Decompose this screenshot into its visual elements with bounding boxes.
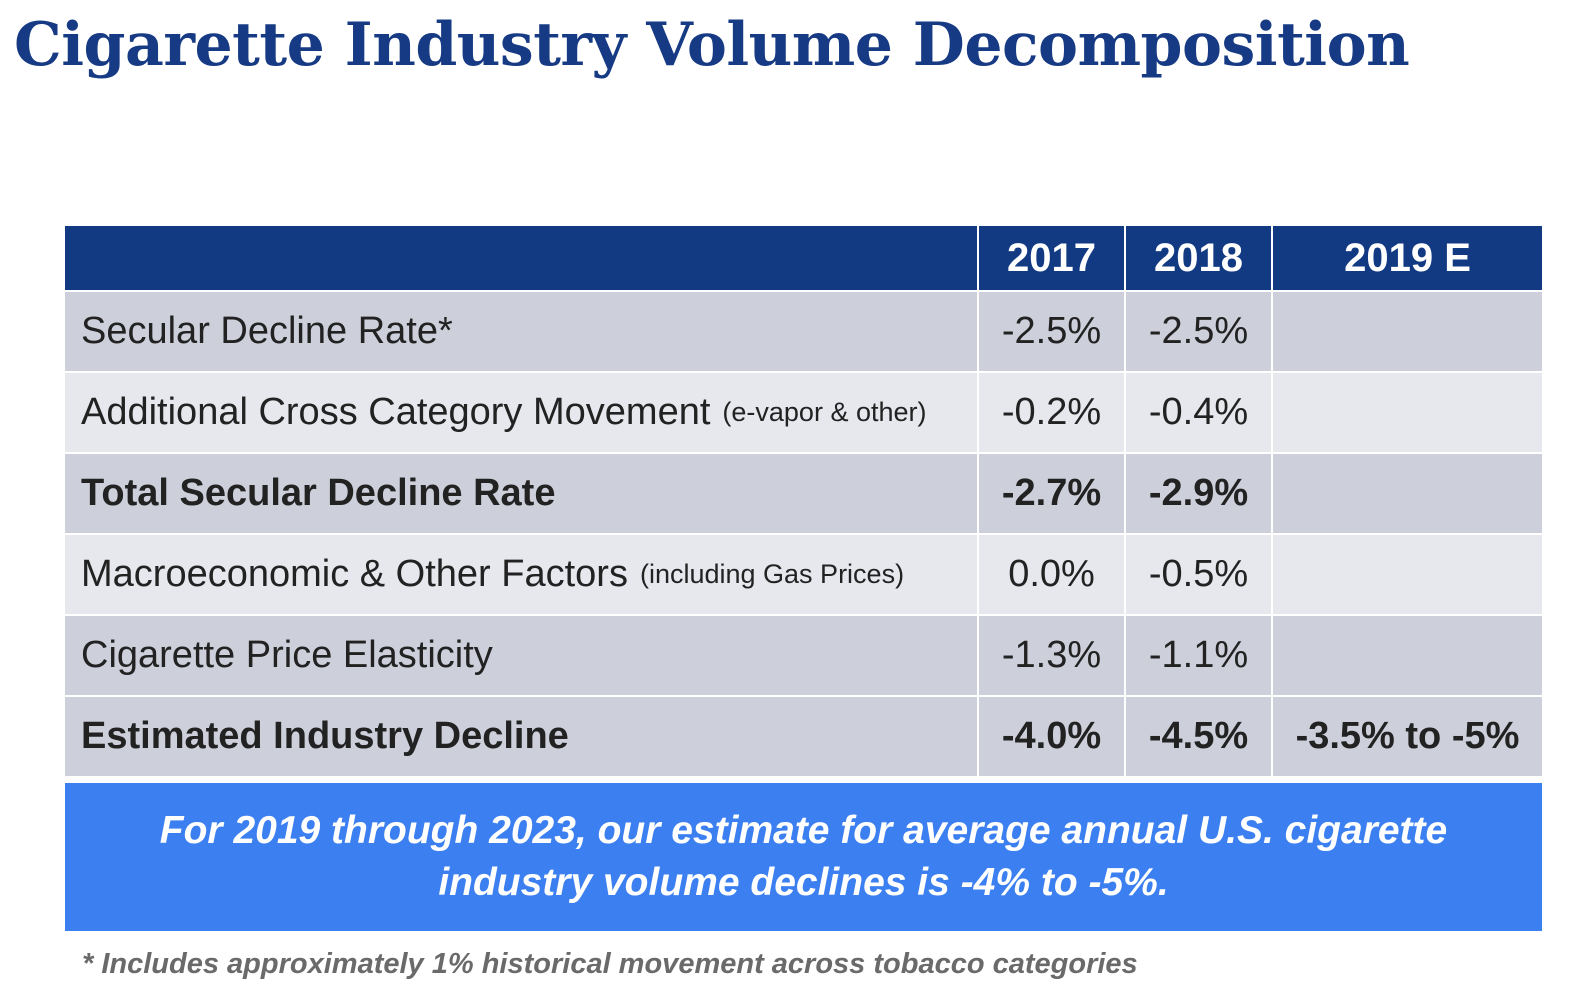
- value-cell-2019e: [1273, 454, 1542, 533]
- header-cell-2017: 2017: [979, 226, 1124, 290]
- table-row: Additional Cross Category Movement (e-va…: [65, 373, 1542, 454]
- table-row: Cigarette Price Elasticity -1.3% -1.1%: [65, 616, 1542, 697]
- value-cell-2018: -2.5%: [1126, 292, 1271, 371]
- header-cell-label: [65, 226, 977, 290]
- table-row: Secular Decline Rate* -2.5% -2.5%: [65, 292, 1542, 373]
- value-cell-2018: -0.4%: [1126, 373, 1271, 452]
- value-cell-2018: -4.5%: [1126, 697, 1271, 776]
- header-cell-2018: 2018: [1126, 226, 1271, 290]
- page-title: Cigarette Industry Volume Decomposition: [14, 10, 1410, 80]
- table-header-row: 2017 2018 2019 E: [65, 226, 1542, 292]
- value-cell-2017: -2.7%: [979, 454, 1124, 533]
- row-label: Macroeconomic & Other Factors (including…: [65, 535, 977, 614]
- table-row-subtotal: Total Secular Decline Rate -2.7% -2.9%: [65, 454, 1542, 535]
- value-cell-2017: -4.0%: [979, 697, 1124, 776]
- row-label-text: Estimated Industry Decline: [81, 715, 569, 757]
- row-label: Estimated Industry Decline: [65, 697, 977, 776]
- value-cell-2018: -0.5%: [1126, 535, 1271, 614]
- footnote: * Includes approximately 1% historical m…: [82, 948, 1138, 980]
- row-label-note: (including Gas Prices): [639, 559, 905, 589]
- callout-line-1: For 2019 through 2023, our estimate for …: [159, 809, 1448, 852]
- row-label: Cigarette Price Elasticity: [65, 616, 977, 695]
- row-label-text: Cigarette Price Elasticity: [81, 634, 493, 676]
- callout-line-2: industry volume declines is -4% to -5%.: [438, 861, 1169, 904]
- table-row: Macroeconomic & Other Factors (including…: [65, 535, 1542, 616]
- row-label-note: (e-vapor & other): [722, 397, 927, 427]
- decomposition-table: 2017 2018 2019 E Secular Decline Rate* -…: [65, 226, 1542, 778]
- table-row-total: Estimated Industry Decline -4.0% -4.5% -…: [65, 697, 1542, 778]
- value-cell-2017: -2.5%: [979, 292, 1124, 371]
- row-label-text: Total Secular Decline Rate: [81, 472, 556, 514]
- value-cell-2019e: [1273, 373, 1542, 452]
- row-label: Total Secular Decline Rate: [65, 454, 977, 533]
- row-label: Additional Cross Category Movement (e-va…: [65, 373, 977, 452]
- row-label-text: Secular Decline Rate*: [81, 310, 453, 352]
- value-cell-2019e: [1273, 292, 1542, 371]
- value-cell-2017: -0.2%: [979, 373, 1124, 452]
- row-label: Secular Decline Rate*: [65, 292, 977, 371]
- header-cell-2019e: 2019 E: [1273, 226, 1542, 290]
- value-cell-2018: -2.9%: [1126, 454, 1271, 533]
- value-cell-2019e: -3.5% to -5%: [1273, 697, 1542, 776]
- value-cell-2019e: [1273, 535, 1542, 614]
- value-cell-2019e: [1273, 616, 1542, 695]
- estimate-callout: For 2019 through 2023, our estimate for …: [65, 783, 1542, 931]
- value-cell-2017: -1.3%: [979, 616, 1124, 695]
- row-label-text: Additional Cross Category Movement: [81, 391, 711, 433]
- value-cell-2018: -1.1%: [1126, 616, 1271, 695]
- row-label-text: Macroeconomic & Other Factors: [81, 553, 628, 595]
- value-cell-2017: 0.0%: [979, 535, 1124, 614]
